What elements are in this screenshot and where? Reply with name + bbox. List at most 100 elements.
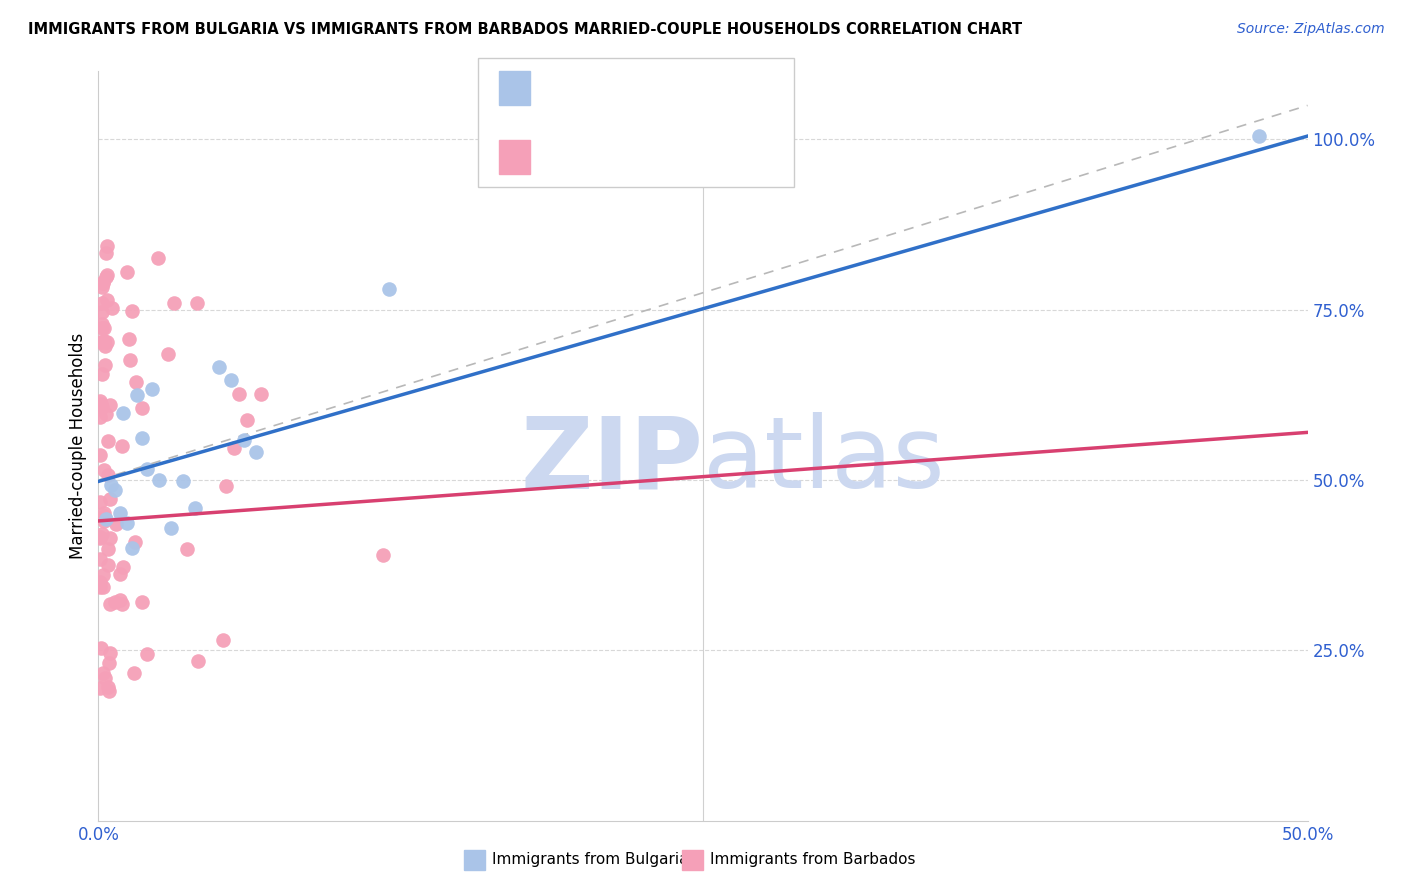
Point bbox=[96, 334, 118, 349]
Point bbox=[91, 296, 114, 310]
Point bbox=[104, 594, 127, 608]
Point bbox=[90, 397, 112, 411]
Point bbox=[98, 597, 121, 611]
Point bbox=[89, 552, 111, 566]
Point bbox=[91, 568, 114, 582]
Point bbox=[135, 461, 157, 475]
Point bbox=[96, 245, 118, 260]
Point bbox=[97, 558, 120, 573]
Point bbox=[91, 276, 114, 290]
Point bbox=[124, 534, 146, 549]
Point bbox=[89, 394, 111, 409]
Point bbox=[187, 654, 209, 668]
Point bbox=[93, 506, 115, 520]
Point bbox=[89, 531, 111, 545]
Point bbox=[94, 407, 117, 421]
Point bbox=[108, 593, 131, 607]
Point bbox=[157, 347, 180, 361]
Point bbox=[141, 382, 163, 396]
Point bbox=[98, 656, 121, 670]
Point bbox=[89, 494, 111, 508]
Point bbox=[224, 441, 246, 455]
Point bbox=[100, 478, 122, 492]
Text: atlas: atlas bbox=[703, 412, 945, 509]
Point bbox=[91, 275, 114, 289]
Text: IMMIGRANTS FROM BULGARIA VS IMMIGRANTS FROM BARBADOS MARRIED-COUPLE HOUSEHOLDS C: IMMIGRANTS FROM BULGARIA VS IMMIGRANTS F… bbox=[28, 22, 1022, 37]
Point bbox=[131, 401, 153, 415]
Point bbox=[90, 280, 112, 294]
Point bbox=[186, 295, 208, 310]
Point bbox=[91, 321, 114, 335]
Point bbox=[125, 375, 148, 389]
Point bbox=[89, 681, 111, 696]
Point bbox=[98, 398, 121, 412]
Point bbox=[91, 317, 114, 331]
Point bbox=[93, 335, 115, 350]
Point bbox=[162, 296, 184, 310]
Point bbox=[101, 301, 124, 315]
Point bbox=[96, 434, 118, 448]
Point bbox=[1249, 129, 1271, 144]
Point bbox=[97, 680, 120, 694]
Point bbox=[148, 474, 170, 488]
Point bbox=[93, 334, 115, 348]
Point bbox=[96, 239, 118, 253]
Point bbox=[208, 359, 231, 374]
Point bbox=[96, 269, 118, 284]
Point bbox=[160, 521, 183, 535]
Point bbox=[96, 468, 118, 483]
Point bbox=[91, 367, 114, 381]
Point bbox=[94, 671, 117, 685]
Point bbox=[94, 358, 117, 372]
Point bbox=[121, 304, 143, 318]
Text: R = 0.642   N = 21: R = 0.642 N = 21 bbox=[538, 79, 717, 97]
Point bbox=[90, 640, 112, 655]
Point bbox=[172, 474, 194, 488]
Point bbox=[127, 388, 149, 402]
Point bbox=[228, 387, 250, 401]
Point bbox=[373, 548, 395, 562]
Text: Source: ZipAtlas.com: Source: ZipAtlas.com bbox=[1237, 22, 1385, 37]
Point bbox=[93, 321, 115, 335]
Point bbox=[120, 353, 142, 368]
Point bbox=[104, 516, 127, 531]
Point bbox=[117, 516, 139, 531]
Text: Immigrants from Barbados: Immigrants from Barbados bbox=[710, 853, 915, 867]
Point bbox=[93, 508, 115, 523]
Point bbox=[131, 595, 153, 609]
Y-axis label: Married-couple Households: Married-couple Households bbox=[69, 333, 87, 559]
Point bbox=[97, 684, 120, 698]
Point bbox=[93, 514, 115, 528]
Point bbox=[111, 439, 134, 453]
Point bbox=[94, 339, 117, 353]
Point bbox=[245, 445, 267, 459]
Point bbox=[184, 500, 207, 515]
Point bbox=[122, 665, 145, 680]
Point bbox=[115, 265, 138, 279]
Point bbox=[94, 512, 117, 526]
Point bbox=[250, 386, 273, 401]
Point bbox=[215, 479, 238, 493]
Point bbox=[91, 666, 114, 681]
Point bbox=[135, 647, 157, 661]
Point bbox=[131, 431, 153, 445]
Point bbox=[236, 412, 259, 426]
Point bbox=[98, 492, 121, 507]
Point bbox=[90, 526, 112, 541]
Point bbox=[89, 335, 111, 350]
Point bbox=[96, 293, 118, 308]
Point bbox=[89, 448, 111, 462]
Point bbox=[91, 580, 114, 594]
Point bbox=[89, 409, 111, 424]
Point bbox=[111, 597, 134, 611]
Point bbox=[146, 251, 169, 265]
Point bbox=[91, 400, 114, 414]
Text: R =  0.157   N = 86: R = 0.157 N = 86 bbox=[538, 148, 723, 166]
Point bbox=[98, 646, 121, 660]
Point bbox=[90, 304, 112, 318]
Point bbox=[212, 632, 235, 647]
Point bbox=[121, 541, 143, 556]
Text: Immigrants from Bulgaria: Immigrants from Bulgaria bbox=[492, 853, 689, 867]
Point bbox=[108, 567, 131, 582]
Point bbox=[89, 530, 111, 544]
